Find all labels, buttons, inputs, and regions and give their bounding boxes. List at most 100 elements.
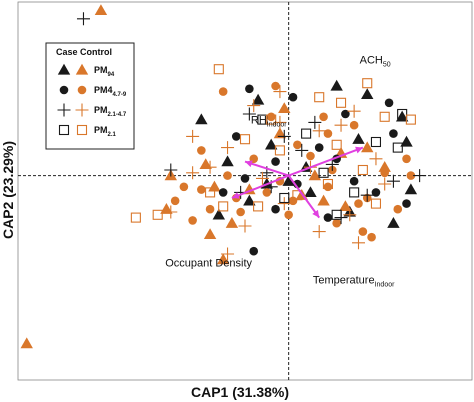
- vector-label-ach: ACH50: [360, 55, 391, 69]
- legend-case-marker-pm4-4-7-9: [59, 85, 69, 95]
- legend-case-marker-pm-2-1: [58, 124, 70, 136]
- vector-arrowhead-rh: [245, 160, 253, 168]
- point-pm4-control: [402, 154, 411, 164]
- point-pm4-control: [319, 112, 328, 122]
- point-pm4-control: [293, 140, 302, 150]
- point-pm4-control: [323, 182, 333, 192]
- point-pm4-control: [380, 168, 389, 178]
- legend-label-pm-2-1-4-7: PM2.1-4.7: [94, 105, 127, 118]
- point-pm2-1-control: [130, 212, 141, 223]
- point-pm2-1-control: [152, 209, 163, 220]
- point-pm4-control: [218, 87, 228, 96]
- point-pm4-control: [271, 81, 280, 91]
- point-pm2-1-case: [392, 142, 403, 153]
- vector-arrowhead-temperature: [312, 209, 320, 218]
- point-pm4-control: [367, 232, 376, 242]
- point-pm94-control: [378, 161, 391, 172]
- point-pm2-1-4-7-control: [369, 152, 383, 166]
- point-pm2-1-4-7-control: [164, 205, 178, 219]
- point-pm2-1-4-7-case: [295, 143, 309, 157]
- point-pm2-1-4-7-control: [255, 171, 269, 185]
- point-pm4-control: [284, 210, 293, 220]
- point-pm94-case: [352, 133, 365, 144]
- point-pm94-case: [400, 135, 413, 147]
- point-pm4-control: [223, 171, 232, 180]
- point-pm94-control: [361, 141, 374, 153]
- point-pm94-control: [225, 217, 239, 228]
- point-pm4-control: [354, 199, 363, 208]
- vector-arrowhead-ach: [355, 146, 363, 154]
- point-pm2-1-4-7-control: [277, 197, 291, 211]
- point-pm2-1-4-7-control: [273, 85, 287, 99]
- point-pm2-1-4-7-control: [352, 236, 365, 250]
- point-pm94-control: [317, 194, 330, 206]
- point-pm94-control: [278, 102, 291, 114]
- point-pm4-case: [231, 132, 241, 141]
- point-pm94-case: [264, 138, 278, 150]
- point-pm4-control: [236, 207, 245, 217]
- legend-label-pm-94: PM94: [94, 65, 115, 78]
- point-pm2-1-control: [331, 139, 342, 150]
- point-pm2-1-case: [301, 128, 312, 139]
- point-pm2-1-4-7-case: [76, 12, 90, 26]
- point-pm94-case: [304, 186, 317, 198]
- point-pm2-1-4-7-control: [343, 208, 357, 222]
- point-pm2-1-4-7-control: [334, 118, 348, 132]
- point-pm4-case: [271, 157, 280, 166]
- point-pm94-case: [195, 113, 208, 125]
- point-pm2-1-4-7-control: [247, 99, 261, 113]
- point-pm4-case: [271, 204, 280, 214]
- vector-label-temperature: TemperatureIndoor: [313, 275, 395, 289]
- point-pm4-case: [288, 92, 298, 102]
- point-pm4-control: [188, 216, 197, 225]
- point-pm4-control: [262, 188, 272, 197]
- point-pm2-1-control: [322, 178, 333, 190]
- legend-label-pm4-4-7-9: PM44.7-9: [94, 85, 127, 98]
- point-pm4-case: [249, 246, 259, 256]
- point-pm4-case: [349, 176, 359, 186]
- plot-frame: [17, 1, 473, 381]
- point-pm2-1-case: [370, 136, 382, 148]
- vector-arrowhead-occupant-density: [231, 192, 240, 199]
- vector-ach: [288, 146, 364, 177]
- point-pm4-control: [358, 227, 368, 236]
- point-pm94-control: [160, 203, 173, 214]
- point-pm2-1-4-7-control: [186, 129, 200, 143]
- point-pm4-control: [332, 218, 341, 228]
- point-pm94-control: [203, 228, 217, 240]
- point-pm2-1-control: [370, 198, 382, 209]
- point-pm4-control: [197, 185, 206, 194]
- legend-control-marker-pm4-4-7-9: [77, 85, 87, 95]
- point-pm4-control: [170, 196, 180, 206]
- vector-label-occupant-density: Occupant Density: [165, 258, 252, 270]
- point-pm4-control: [179, 182, 189, 192]
- point-pm94-case: [243, 194, 256, 206]
- legend-control-marker-pm-2-1-4-7: [75, 103, 89, 117]
- y-axis-title: CAP2 (23.29%): [0, 141, 16, 239]
- point-pm2-1-4-7-control: [238, 219, 252, 233]
- point-pm2-1-control: [362, 78, 373, 89]
- legend-box: [45, 42, 135, 150]
- point-pm2-1-control: [379, 111, 390, 122]
- point-pm2-1-case: [318, 167, 329, 178]
- point-pm2-1-4-7-control: [221, 247, 235, 261]
- point-pm94-control: [216, 253, 230, 265]
- point-pm4-case: [218, 188, 228, 197]
- legend-title: Case Control: [56, 47, 112, 57]
- point-pm94-control: [339, 200, 352, 212]
- point-pm2-1-4-7-case: [386, 174, 400, 188]
- point-pm4-control: [323, 129, 333, 138]
- legend-control-marker-pm-94: [75, 63, 89, 75]
- point-pm2-1-control: [274, 145, 285, 156]
- point-pm2-1-control: [266, 114, 277, 125]
- point-pm94-control: [199, 158, 212, 170]
- vector-label-rh: RHIndoor: [251, 115, 287, 129]
- vector-rh: [244, 160, 289, 177]
- point-pm2-1-4-7-control: [378, 177, 392, 191]
- legend-label-pm-2-1: PM2.1: [94, 125, 117, 138]
- point-pm4-control: [205, 204, 215, 214]
- point-pm2-1-control: [253, 201, 264, 212]
- point-pm4-case: [245, 84, 254, 94]
- point-pm2-1-4-7-control: [221, 141, 235, 155]
